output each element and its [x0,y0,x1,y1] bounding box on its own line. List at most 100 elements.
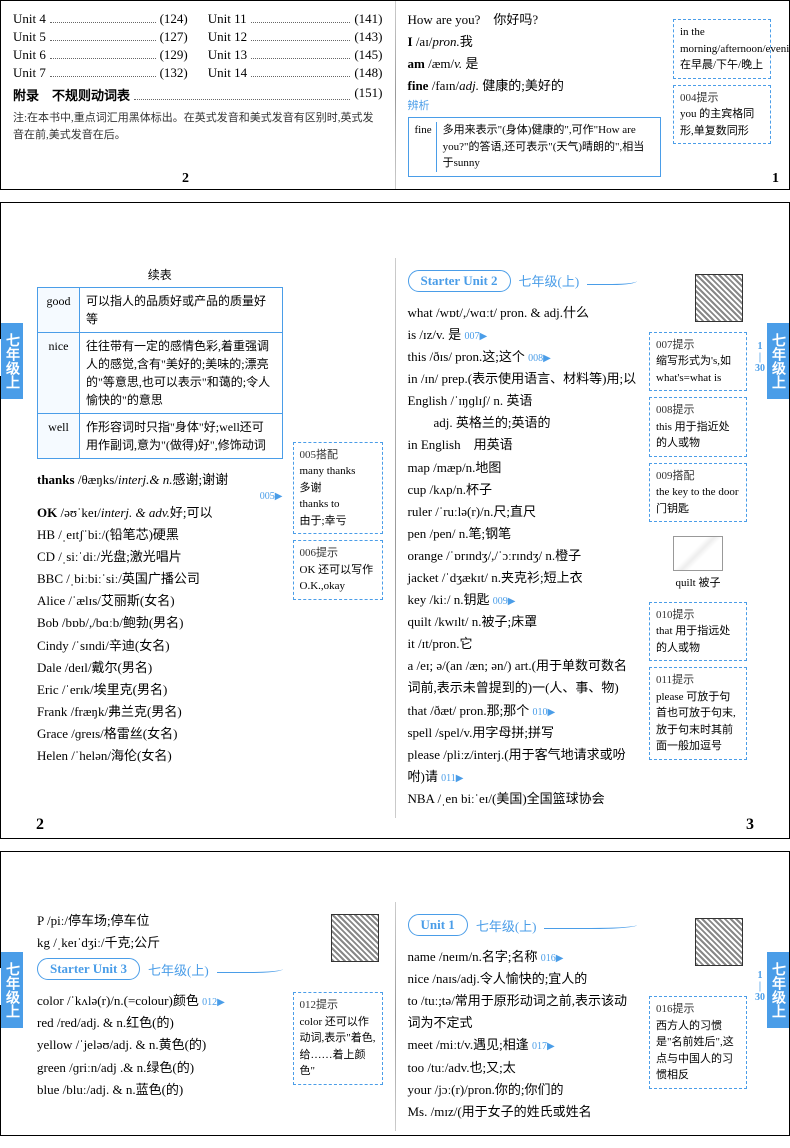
vocab-entry: How are you? 你好吗? [408,9,662,31]
tip-box: quilt 被子 [649,528,747,596]
vocab-entry: this /ðɪs/ pron.这;这个 008▶ [408,346,638,368]
panel-3: 七年级上1 | 30 七年级上1 | 30 P /piː/停车场;停车位 kg … [0,851,790,1136]
vocab-entry: a /eɪ; ə/(an /æn; ən/) art.(用于单数可数名词前,表示… [408,655,638,699]
vocab-entry: nice /naɪs/adj.令人愉快的;宜人的 [408,968,638,990]
tip-box: 009搭配the key to the door 门钥匙 [649,463,747,523]
vocab-entry: I /aɪ/pron.我 [408,31,662,53]
toc-item: Unit 6(129) [13,47,188,63]
quilt-illustration [673,536,723,571]
footnote: 注:在本书中,重点词汇用黑体标出。在英式发音和美式发音有区别时,英式发音在前,美… [13,110,383,143]
definition-table: good可以指人的品质好或产品的质量好等 nice往往带有一定的感情色彩,着重强… [37,287,283,459]
vocab-entry: key /kiː/ n.钥匙 009▶ [408,589,638,611]
toc-item: Unit 14(148) [208,65,383,81]
vocab-entry: too /tuː/adv.也;又;太 [408,1057,638,1079]
page-right-2: Starter Unit 2 七年级(上) what /wɒt/,/wɑːt/ … [396,258,766,818]
qr-code [695,274,743,322]
page-number: 2 [36,816,44,834]
vocab-entry: what /wɒt/,/wɑːt/ pron. & adj.什么 [408,302,638,324]
side-tab-right: 七年级上1 | 30 [767,952,789,1028]
vocab-entry: your /jɔː(r)/pron.你的;你们的 [408,1079,638,1101]
vocab-entry: Bob /bɒb/,/bɑːb/鲍勃(男名) [37,612,283,634]
tip-006: 006提示OK 还可以写作 O.K.,okay [293,540,383,600]
toc-item: Unit 13(145) [208,47,383,63]
panel-2: 七年级上1 | 30 七年级上1 | 30 续表 good可以指人的品质好或产品… [0,202,790,839]
vocab-entry: BBC /ˌbiːbiːˈsiː/英国广播公司 [37,568,283,590]
vocab-entry: name /neɪm/n.名字;名称 016▶ [408,946,638,968]
vocab-entry: Dale /deɪl/戴尔(男名) [37,657,283,679]
side-tab-left: 七年级上1 | 30 [1,952,23,1028]
tips-column: 007提示缩写形式为's,如what's=what is008提示this 用于… [643,266,753,810]
toc-item: Unit 11(141) [208,11,383,27]
tip-005: 005搭配many thanks 多谢 thanks to 由于;幸亏 [293,442,383,535]
vocab-entry: red /red/adj. & n.红色(的) [37,1012,283,1034]
vocab-entry: OK /əʊˈkeɪ/interj. & adv.好;可以 [37,502,283,524]
vocab-entry: yellow /ˈjeləʊ/adj. & n.黄色(的) [37,1034,283,1056]
vocab-entry: spell /spel/v.用字母拼;拼写 [408,722,638,744]
unit-header: Unit 1 七年级(上) [408,914,638,936]
side-tab-right: 七年级上1 | 30 [767,323,789,399]
vocab-entry: to /tuː;tə/常用于原形动词之前,表示该动词为不定式 [408,990,638,1034]
vocab-entry: am /æm/v. 是 [408,53,662,75]
toc-item: Unit 12(143) [208,29,383,45]
panel-1: Unit 4(124) Unit 5(127) Unit 6(129) Unit… [0,0,790,190]
page-number: 3 [746,816,754,834]
page-number: 2 [182,171,189,187]
vocab-entry: P /piː/停车场;停车位 [37,910,283,932]
qr-code [695,918,743,966]
tip-016: 016提示西方人的习惯是"名前姓后",这点与中国人的习惯相反 [649,996,747,1089]
qr-code [331,914,379,962]
vocab-entry: is /ɪz/v. 是 007▶ [408,324,638,346]
page-number: 1 [772,171,779,187]
vocab-entry: Eric /ˈerɪk/埃里克(男名) [37,679,283,701]
vocab-entry: orange /ˈɒrɪndʒ/,/ˈɔːrɪndʒ/ n.橙子 [408,545,638,567]
toc-item: Unit 7(132) [13,65,188,81]
page-right-3: Unit 1 七年级(上) name /neɪm/n.名字;名称 016▶nic… [396,902,766,1131]
vocab-entry: Helen /ˈhelən/海伦(女名) [37,745,283,767]
vocab-entry: NBA /ˌen biːˈeɪ/(美国)全国篮球协会 [408,788,638,810]
vocab-entry: Ms. /mɪz/(用于女子的姓氏或姓名 [408,1101,638,1123]
vocab-entry: CD /ˌsiːˈdiː/光盘;激光唱片 [37,546,283,568]
vocab-entry: blue /bluː/adj. & n.蓝色(的) [37,1079,283,1101]
tip-012: 012提示color 还可以作动词,表示"着色,给……着上颜色" [293,992,383,1085]
unit-header: Starter Unit 3 七年级(上) [37,958,283,980]
vocab-entry: cup /kʌp/n.杯子 [408,479,638,501]
vocab-entry: in /ɪn/ prep.(表示使用语言、材料等)用;以 [408,368,638,390]
toc-item: Unit 4(124) [13,11,188,27]
toc-item: Unit 5(127) [13,29,188,45]
vocab-entry: meet /miːt/v.遇见;相逢 017▶ [408,1034,638,1056]
tips-column: in the morning/afternoon/evening 在早晨/下午/… [667,9,777,181]
vocab-entry: Cindy /ˈsɪndi/辛迪(女名) [37,635,283,657]
analysis-label: 辨析 [408,97,662,113]
vocab-entry: green /ɡriːn/adj .& n.绿色(的) [37,1057,283,1079]
side-tab-left: 七年级上1 | 30 [1,323,23,399]
tip-box: 010提示that 用于指远处的人或物 [649,602,747,662]
tip-box: 008提示this 用于指近处的人或物 [649,397,747,457]
tip-box: 004提示you 的主宾格同形,单复数同形 [673,85,771,145]
vocab-entry: HB /ˌeɪtʃˈbiː/(铅笔芯)硬黑 [37,524,283,546]
marker-005: 005▶ [37,491,283,502]
vocab-entry: color /ˈkʌlə(r)/n.(=colour)颜色 012▶ [37,990,283,1012]
table-caption: 续表 [37,266,283,283]
vocab-entry: fine /faɪn/adj. 健康的;美好的 [408,75,662,97]
tips-column: 012提示color 还可以作动词,表示"着色,给……着上颜色" [293,910,383,1123]
vocab-entry: please /pliːz/interj.(用于客气地请求或吩咐)请 011▶ [408,744,638,788]
vocab-entry: in English 用英语 [408,434,638,456]
vocab-entry: quilt /kwɪlt/ n.被子;床罩 [408,611,638,633]
vocab-entry: Frank /fræŋk/弗兰克(男名) [37,701,283,723]
analysis-box: fine 多用来表示"(身体)健康的",可作"How are you?"的答语,… [408,117,662,177]
tip-box: in the morning/afternoon/evening 在早晨/下午/… [673,19,771,79]
vocab-entry: English /ˈɪŋɡlɪʃ/ n. 英语 adj. 英格兰的;英语的 [408,390,638,434]
tip-box: 011提示please 可放于句首也可放于句末,放于句末时其前面一般加逗号 [649,667,747,760]
vocab-entry: Alice /ˈælɪs/艾丽斯(女名) [37,590,283,612]
tip-box: 007提示缩写形式为's,如what's=what is [649,332,747,392]
vocab-entry: ruler /ˈruːlə(r)/n.尺;直尺 [408,501,638,523]
page-left-1: Unit 4(124) Unit 5(127) Unit 6(129) Unit… [1,1,395,189]
vocab-entry: thanks /θæŋks/interj.& n.感谢;谢谢 [37,469,283,491]
vocab-entry: it /ɪt/pron.它 [408,633,638,655]
appendix-line: 附录 不规则动词表(151) [13,85,383,104]
vocab-entry: pen /pen/ n.笔;钢笔 [408,523,638,545]
page-left-3: P /piː/停车场;停车位 kg /ˌkeɪˈdʒiː/千克;公斤 Start… [25,902,395,1131]
vocab-entry: map /mæp/n.地图 [408,457,638,479]
vocab-entry: Grace /ɡreɪs/格雷丝(女名) [37,723,283,745]
unit-header: Starter Unit 2 七年级(上) [408,270,638,292]
